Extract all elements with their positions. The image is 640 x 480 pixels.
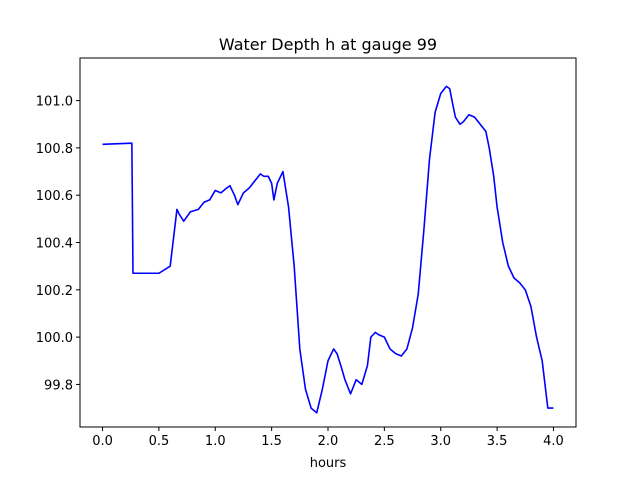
plot-background [80, 58, 576, 427]
x-tick-label: 3.5 [487, 434, 508, 449]
x-tick-label: 3.0 [430, 434, 451, 449]
series-layer [102, 85, 554, 414]
x-tick-label: 2.0 [318, 434, 339, 449]
plot-area [79, 57, 577, 428]
x-tick-label: 1.5 [261, 434, 282, 449]
y-axis: 99.8 100.0 100.2 100.4 100.6 100.8 101.0 [36, 95, 80, 393]
y-tick-label: 100.8 [36, 142, 73, 157]
y-tick-label: 100.4 [36, 237, 73, 252]
y-tick-label: 100.0 [36, 331, 73, 346]
y-tick-label: 100.6 [36, 189, 73, 204]
x-axis-label: hours [310, 456, 347, 471]
y-tick-label: 99.8 [44, 378, 73, 393]
x-tick-label: 0.5 [149, 434, 170, 449]
x-tick-label: 1.0 [205, 434, 226, 449]
x-tick-label: 0.0 [92, 434, 113, 449]
series-line [102, 85, 554, 414]
x-tick-label: 4.0 [543, 434, 564, 449]
x-tick-label: 2.5 [374, 434, 395, 449]
y-tick-label: 101.0 [36, 95, 73, 110]
y-tick-label: 100.2 [36, 284, 73, 299]
x-axis: 0.0 0.5 1.0 1.5 2.0 2.5 3.0 3.5 4.0 [92, 427, 564, 449]
chart-title: Water Depth h at gauge 99 [219, 35, 437, 54]
